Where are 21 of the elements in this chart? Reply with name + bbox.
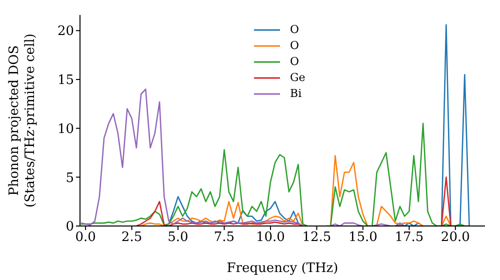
y-tick-label: 20 <box>57 24 74 40</box>
y-tick-label: 10 <box>57 122 74 137</box>
y-tick-label: 5 <box>66 170 74 186</box>
legend-label: O <box>290 54 300 70</box>
y-tick-label: 0 <box>66 220 74 235</box>
x-tick-label: 17.5 <box>394 230 424 246</box>
y-axis-title: Phonon projected DOS (States/THz·primitive cell) <box>7 33 38 208</box>
legend-label: O <box>290 22 300 38</box>
x-tick-label: 12.5 <box>302 230 332 246</box>
x-tick-label: 20.0 <box>440 230 470 246</box>
x-tick-label: 10.0 <box>256 230 285 246</box>
x-tick-label: 2.5 <box>121 230 142 246</box>
legend-label: Ge <box>290 70 306 86</box>
x-axis-title: Frequency (THz) <box>226 261 338 276</box>
legend-label: O <box>290 38 300 54</box>
x-tick-label: 15.0 <box>348 230 378 246</box>
x-tick-label: 0.0 <box>75 230 96 246</box>
y-tick-label: 15 <box>57 73 74 88</box>
legend-label: Bi <box>290 86 302 102</box>
x-tick-label: 5.0 <box>168 230 188 246</box>
x-tick-label: 7.5 <box>214 230 235 246</box>
